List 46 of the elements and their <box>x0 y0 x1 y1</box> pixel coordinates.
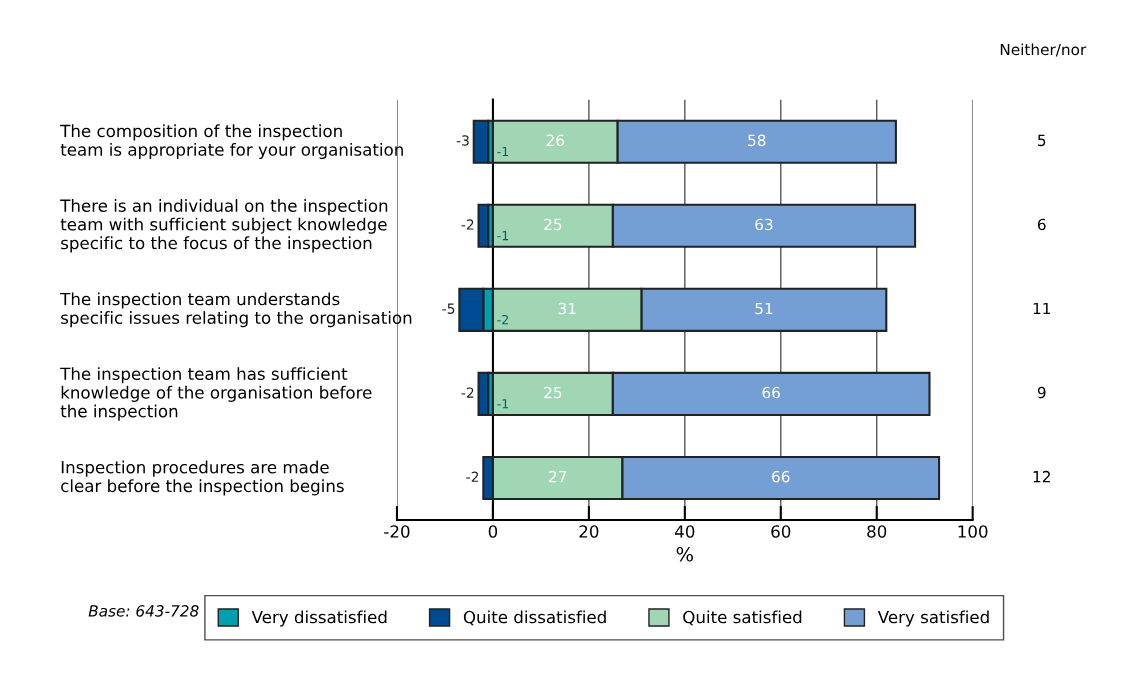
legend-label: Quite dissatisfied <box>463 610 606 626</box>
data-label: 31 <box>558 302 576 315</box>
x-tick-label: 20 <box>579 525 599 538</box>
legend-label: Quite satisfied <box>683 610 802 626</box>
data-label: -2 <box>466 471 479 482</box>
y-tick-label: The inspection team has sufficient knowledge of the organisation before the inspection <box>60 367 372 421</box>
data-label: 63 <box>755 218 773 231</box>
x-axis-title: % <box>676 546 693 562</box>
data-label: -1 <box>497 146 509 157</box>
data-label: 66 <box>762 386 780 399</box>
data-label: 25 <box>544 218 562 231</box>
data-label: 58 <box>748 134 766 147</box>
data-label: 26 <box>546 134 565 147</box>
x-tick-label: 100 <box>958 525 988 538</box>
text: 6 <box>1037 218 1046 231</box>
data-label: -2 <box>461 219 474 230</box>
y-tick-label: There is an individual on the inspection team with sufficient subject knowledge specific to the focus of the inspection <box>60 199 388 253</box>
data-label: 66 <box>772 470 790 483</box>
text: 11 <box>1033 302 1051 315</box>
text: Base: 643-728 <box>88 605 199 617</box>
y-tick-label: The composition of the inspection team is appropriate for your organisation <box>60 124 403 160</box>
data-label: -1 <box>497 231 509 241</box>
x-tick-label: 80 <box>867 525 887 538</box>
bar <box>477 371 490 416</box>
data-label: 27 <box>549 470 567 483</box>
data-label: -1 <box>497 399 509 409</box>
x-tick-label: -20 <box>384 525 410 538</box>
text: 9 <box>1037 386 1046 399</box>
x-tick-label: 60 <box>771 525 791 538</box>
legend-label: Very dissatisfied <box>251 610 387 627</box>
text: 12 <box>1033 470 1050 483</box>
bar <box>477 203 490 248</box>
y-tick-label: The inspection team understands specific issues relating to the organisation <box>60 292 412 328</box>
bar <box>472 119 490 164</box>
legend-label: Very satisfied <box>877 610 989 627</box>
data-label: 51 <box>755 302 773 315</box>
data-label: -2 <box>461 387 474 398</box>
data-label: -5 <box>442 303 455 314</box>
data-label: 25 <box>544 386 562 399</box>
text: Neither/nor <box>1000 43 1087 57</box>
x-tick-label: 0 <box>488 525 498 538</box>
y-tick-label: Inspection procedures are made clear before the inspection begins <box>61 460 344 496</box>
text: 5 <box>1038 134 1046 147</box>
data-label: -3 <box>456 135 469 146</box>
x-tick-label: 40 <box>675 525 695 538</box>
data-label: -2 <box>497 314 508 325</box>
